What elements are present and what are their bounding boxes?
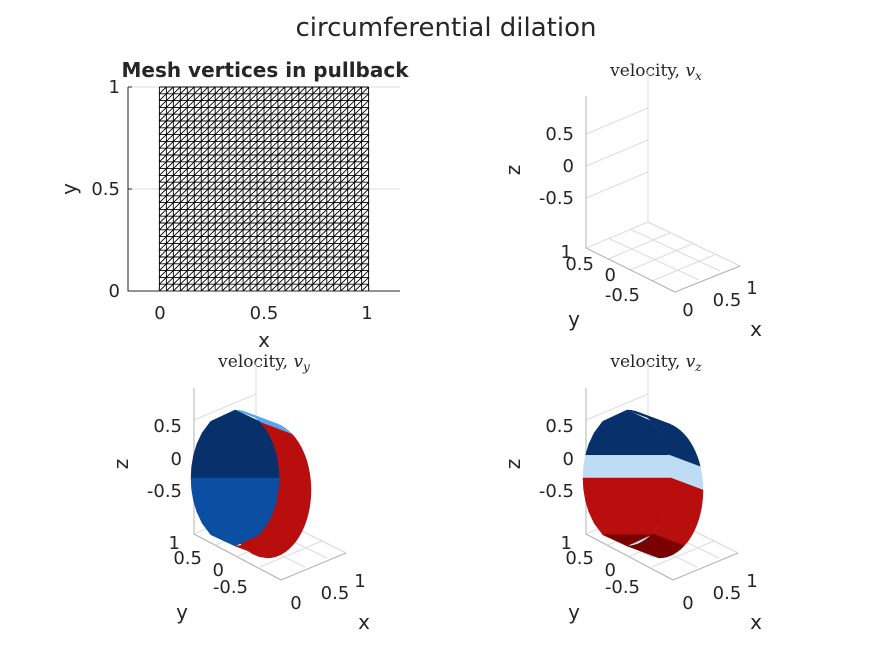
- vz-ztick-0: 0.5: [545, 416, 574, 437]
- vz-xlabel: x: [750, 610, 762, 634]
- vy-xlabel: x: [358, 610, 370, 634]
- vz-front-band: [589, 433, 665, 444]
- vz-title: velocity, vz: [609, 352, 702, 374]
- vy-title-text: velocity,: [217, 352, 293, 372]
- vz-xtick-0: 0: [682, 593, 693, 614]
- vy-title: velocity, vy: [217, 352, 310, 374]
- vx-zlabel: z: [501, 165, 525, 176]
- vz-ztick-1: 0: [563, 449, 574, 470]
- vy-zlabel: z: [109, 459, 133, 470]
- vy-front-band: [191, 478, 279, 489]
- vx-title: velocity, vx: [609, 61, 702, 83]
- vz-front-band: [589, 512, 665, 523]
- panel-vz: velocity, vz 0.5 0 -0.5 z 1 0.5 0 -0.5 y…: [501, 352, 762, 634]
- vz-front-band: [584, 489, 671, 500]
- vx-ytick-2: 0.5: [565, 254, 594, 275]
- mesh-ytick-1: 0.5: [91, 179, 120, 200]
- vy-xtick-2: 1: [354, 571, 365, 592]
- mesh-ytick-2: 1: [109, 77, 120, 98]
- panel-vx: velocity, vx 0.5 0 -0.5 z 1 0.5 0 -0.5 y…: [501, 61, 762, 341]
- panel-vy: velocity, vy 0.5 0 -0.5 z 1 0.5 0 -0.5 y…: [109, 352, 370, 634]
- vz-title-var: v: [686, 352, 696, 372]
- vx-ylabel: y: [568, 307, 580, 331]
- vy-xtick-1: 0.5: [321, 583, 350, 604]
- vy-front-band: [197, 512, 273, 523]
- mesh-xlabel: x: [258, 328, 270, 352]
- vx-ztick-2: -0.5: [539, 188, 574, 209]
- vy-front-band: [192, 455, 279, 466]
- vy-xtick-0: 0: [290, 593, 301, 614]
- vx-title-text: velocity,: [609, 61, 685, 81]
- mesh-edges: [159, 87, 368, 291]
- vy-front-band: [194, 501, 277, 512]
- mesh-xtick-0: 0: [154, 303, 165, 324]
- vz-front-band: [584, 455, 671, 466]
- vz-front-band: [583, 467, 671, 478]
- vy-ztick-1: 0: [171, 449, 182, 470]
- vz-front-band: [586, 501, 669, 512]
- vz-zlabel: z: [501, 459, 525, 470]
- vx-title-var: v: [685, 61, 695, 81]
- vx-xtick-2: 1: [746, 278, 757, 299]
- vz-ylabel: y: [568, 600, 580, 624]
- vy-title-sub: y: [302, 360, 310, 374]
- vy-title-var: v: [293, 352, 303, 372]
- vx-xtick-1: 0.5: [713, 290, 742, 311]
- vy-surface: [191, 410, 311, 558]
- mesh-xtick-2: 1: [361, 303, 372, 324]
- mesh-ytick-0: 0: [109, 281, 120, 302]
- vy-ztick-2: -0.5: [147, 481, 182, 502]
- vz-xtick-2: 1: [746, 571, 757, 592]
- vy-front-band: [194, 444, 277, 455]
- vy-front-band: [192, 489, 279, 500]
- mesh-xtick-1: 0.5: [250, 303, 279, 324]
- vx-box: [586, 70, 740, 292]
- vy-ytick-2: 0.5: [173, 548, 202, 569]
- vy-front-band: [197, 433, 273, 444]
- vy-front-band: [202, 421, 268, 432]
- vz-ytick-2: 0.5: [565, 548, 594, 569]
- vy-front-band: [202, 523, 268, 534]
- vx-xtick-0: 0: [682, 300, 693, 321]
- vx-ztick-1: 0: [563, 156, 574, 177]
- vx-xlabel: x: [750, 317, 762, 341]
- vz-title-sub: z: [694, 360, 702, 374]
- vy-front-band: [191, 467, 279, 478]
- vy-ztick-0: 0.5: [153, 416, 182, 437]
- vx-ytick-1: 0: [605, 265, 616, 286]
- vz-front-band: [586, 444, 669, 455]
- figure-title: circumferential dilation: [295, 13, 596, 43]
- vx-title-sub: x: [695, 69, 702, 83]
- vz-ztick-2: -0.5: [539, 481, 574, 502]
- vy-ylabel: y: [176, 600, 188, 624]
- vz-front-band: [594, 421, 660, 432]
- vz-surface: [583, 410, 703, 558]
- mesh-triangulation: [159, 87, 368, 291]
- vz-front-band: [583, 478, 671, 489]
- panel-mesh: Mesh vertices in pullback 0 0.5 1 0 0.5 …: [57, 58, 409, 352]
- vx-ztick-0: 0.5: [545, 124, 574, 145]
- vz-ytick-0: -0.5: [605, 577, 640, 598]
- mesh-title: Mesh vertices in pullback: [121, 58, 409, 82]
- mesh-ylabel: y: [57, 183, 81, 195]
- vz-front-band: [594, 523, 660, 534]
- vz-xtick-1: 0.5: [713, 583, 742, 604]
- vy-ytick-0: -0.5: [213, 577, 248, 598]
- vx-ytick-0: -0.5: [605, 285, 640, 306]
